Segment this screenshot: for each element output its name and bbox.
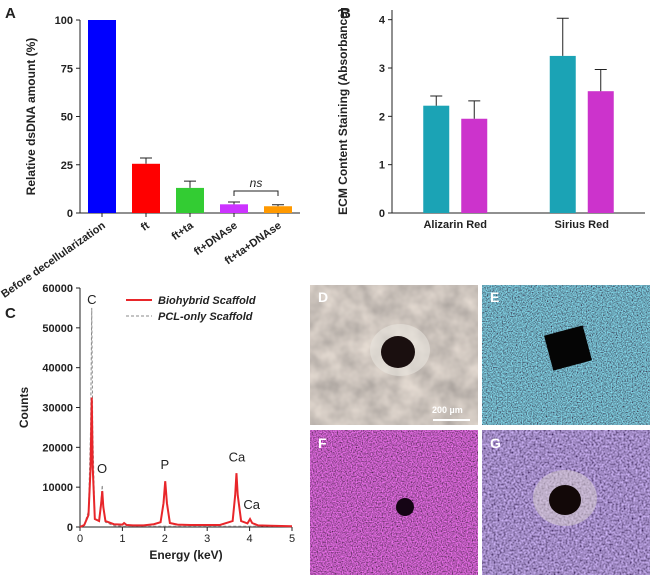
y-tick-label: 60000: [42, 283, 73, 295]
legend-label: Biohybrid Scaffold: [158, 295, 256, 307]
y-tick-label: 40000: [42, 363, 73, 375]
pore: [544, 325, 592, 371]
annotation: ns: [250, 176, 263, 190]
x-tick-label: 3: [204, 533, 210, 545]
bar: [88, 20, 116, 213]
error-bar: [140, 157, 152, 164]
legend-label: PCL-only Scaffold: [158, 311, 253, 323]
peak-label: C: [87, 292, 96, 307]
spectrum-line: [79, 307, 292, 528]
bar: [264, 206, 292, 213]
y-axis-label: Counts: [17, 387, 31, 429]
peak-label: O: [97, 461, 107, 476]
spectrum-line: [79, 397, 293, 528]
panel-label: B: [340, 5, 351, 22]
panel-label: E: [490, 289, 499, 305]
image-panels: D 200 µm E F G: [310, 285, 650, 575]
error-bar: [228, 201, 240, 205]
bar: [549, 55, 576, 213]
error-bar: [594, 68, 607, 92]
y-tick-label: 30000: [42, 403, 73, 415]
bar: [461, 118, 488, 213]
y-tick-label: 100: [55, 15, 73, 27]
x-tick-label: 2: [162, 533, 168, 545]
x-tick-label: Sirius Red: [555, 219, 609, 231]
pore: [381, 336, 415, 368]
panel-label: D: [318, 289, 328, 305]
panel-label: C: [5, 305, 16, 322]
y-axis-label: Relative dsDNA amount (%): [24, 38, 38, 196]
x-tick-label: 0: [77, 533, 83, 545]
y-tick-label: 1: [379, 160, 385, 172]
error-bar: [468, 100, 481, 119]
error-bar: [184, 180, 196, 188]
y-tick-label: 2: [379, 111, 385, 123]
peak-label: Ca: [229, 449, 246, 464]
y-tick-label: 50: [61, 112, 73, 124]
x-tick-label: 4: [247, 533, 253, 545]
panel-label: F: [318, 435, 327, 451]
scale-bar-label: 200 µm: [432, 405, 463, 415]
error-bar: [556, 17, 569, 56]
panel-label: A: [5, 5, 16, 22]
bar: [587, 91, 614, 213]
y-tick-label: 50000: [42, 323, 73, 335]
x-tick-label: 5: [289, 533, 295, 545]
y-tick-label: 4: [379, 15, 386, 27]
y-axis-label: ECM Content Staining (Absorbance): [336, 8, 350, 215]
pore: [549, 485, 581, 515]
x-tick-label: ft+ta: [170, 219, 197, 243]
x-tick-label: Alizarin Red: [423, 219, 487, 231]
x-tick-label: ft: [139, 219, 152, 233]
bar: [423, 105, 450, 213]
significance-bracket: [233, 190, 279, 196]
y-tick-label: 20000: [42, 442, 73, 454]
pore: [396, 498, 414, 516]
bar: [132, 163, 160, 213]
bar: [176, 187, 204, 213]
y-tick-label: 0: [67, 208, 73, 220]
x-tick-label: 1: [119, 533, 125, 545]
eds-p-map: [310, 430, 478, 575]
y-tick-label: 3: [379, 63, 385, 75]
peak-label: Ca: [243, 497, 260, 512]
panel-label: G: [490, 435, 501, 451]
y-tick-label: 0: [67, 522, 73, 534]
bar: [220, 204, 248, 213]
error-bar: [272, 204, 284, 207]
peak-label: P: [160, 457, 169, 472]
error-bar: [430, 95, 443, 106]
y-tick-label: 25: [61, 160, 73, 172]
y-tick-label: 0: [379, 208, 385, 220]
y-tick-label: 75: [61, 63, 73, 75]
x-axis-label: Energy (keV): [149, 548, 222, 562]
y-tick-label: 10000: [42, 482, 73, 494]
